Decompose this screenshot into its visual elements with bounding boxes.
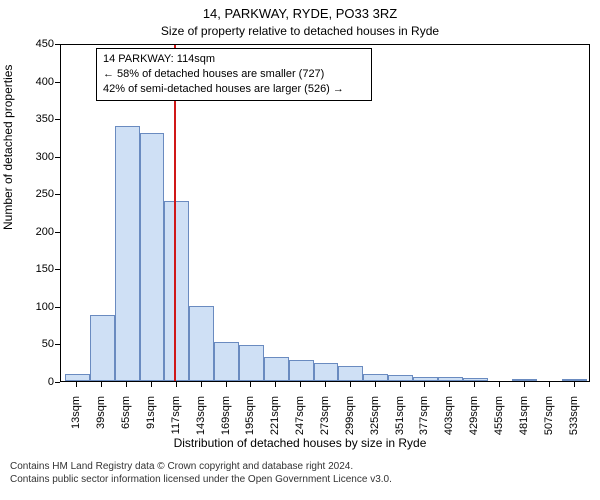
x-tick-mark xyxy=(325,382,326,387)
histogram-bar xyxy=(164,201,189,381)
y-tick-mark xyxy=(55,232,60,233)
y-tick-mark xyxy=(55,157,60,158)
x-tick-label: 247sqm xyxy=(294,396,306,446)
x-tick-label: 65sqm xyxy=(120,396,132,446)
y-tick-mark xyxy=(55,382,60,383)
y-tick-label: 200 xyxy=(26,226,54,238)
x-tick-mark xyxy=(201,382,202,387)
x-tick-mark xyxy=(275,382,276,387)
histogram-bar xyxy=(314,363,339,381)
y-tick-mark xyxy=(55,44,60,45)
x-tick-label: 143sqm xyxy=(195,396,207,446)
histogram-bar xyxy=(289,360,314,381)
y-tick-mark xyxy=(55,119,60,120)
y-tick-label: 300 xyxy=(26,151,54,163)
chart-title: 14, PARKWAY, RYDE, PO33 3RZ xyxy=(0,6,600,21)
histogram-bar xyxy=(512,379,537,381)
y-tick-label: 350 xyxy=(26,113,54,125)
x-tick-mark xyxy=(400,382,401,387)
y-tick-label: 400 xyxy=(26,76,54,88)
x-tick-label: 533sqm xyxy=(568,396,580,446)
y-tick-mark xyxy=(55,269,60,270)
y-tick-label: 450 xyxy=(26,38,54,50)
x-tick-label: 39sqm xyxy=(95,396,107,446)
y-tick-label: 250 xyxy=(26,188,54,200)
histogram-bar xyxy=(363,374,388,382)
x-tick-label: 507sqm xyxy=(543,396,555,446)
x-tick-mark xyxy=(524,382,525,387)
x-tick-label: 117sqm xyxy=(170,396,182,446)
footer-attribution: Contains HM Land Registry data © Crown c… xyxy=(10,460,392,486)
y-tick-mark xyxy=(55,194,60,195)
x-tick-label: 481sqm xyxy=(518,396,530,446)
y-tick-mark xyxy=(55,307,60,308)
x-tick-mark xyxy=(151,382,152,387)
y-tick-label: 50 xyxy=(26,338,54,350)
histogram-bar xyxy=(239,345,264,381)
x-tick-label: 195sqm xyxy=(244,396,256,446)
x-tick-mark xyxy=(449,382,450,387)
x-tick-mark xyxy=(126,382,127,387)
y-axis-label: Number of detached properties xyxy=(1,65,15,230)
x-tick-label: 91sqm xyxy=(145,396,157,446)
x-tick-mark xyxy=(424,382,425,387)
x-tick-label: 273sqm xyxy=(319,396,331,446)
x-tick-mark xyxy=(474,382,475,387)
histogram-bar xyxy=(214,342,239,381)
x-tick-label: 429sqm xyxy=(468,396,480,446)
x-tick-label: 455sqm xyxy=(493,396,505,446)
y-tick-label: 150 xyxy=(26,263,54,275)
histogram-bar xyxy=(65,374,90,382)
histogram-bar xyxy=(140,133,165,381)
x-tick-mark xyxy=(375,382,376,387)
x-tick-mark xyxy=(176,382,177,387)
annotation-line: 14 PARKWAY: 114sqm xyxy=(103,52,365,67)
histogram-bar xyxy=(115,126,140,381)
histogram-bar xyxy=(438,377,463,381)
footer-line-2: Contains public sector information licen… xyxy=(10,473,392,486)
x-tick-mark xyxy=(549,382,550,387)
y-tick-label: 100 xyxy=(26,301,54,313)
x-tick-label: 169sqm xyxy=(220,396,232,446)
x-tick-mark xyxy=(499,382,500,387)
x-tick-label: 377sqm xyxy=(418,396,430,446)
x-tick-mark xyxy=(350,382,351,387)
histogram-bar xyxy=(463,378,488,381)
x-tick-label: 221sqm xyxy=(269,396,281,446)
x-tick-mark xyxy=(226,382,227,387)
histogram-bar xyxy=(388,375,413,381)
annotation-line: 42% of semi-detached houses are larger (… xyxy=(103,82,365,97)
x-tick-label: 299sqm xyxy=(344,396,356,446)
footer-line-1: Contains HM Land Registry data © Crown c… xyxy=(10,460,392,473)
x-tick-mark xyxy=(250,382,251,387)
x-tick-label: 351sqm xyxy=(394,396,406,446)
x-tick-label: 13sqm xyxy=(70,396,82,446)
x-tick-mark xyxy=(101,382,102,387)
histogram-bar xyxy=(413,377,438,382)
y-tick-mark xyxy=(55,344,60,345)
histogram-bar xyxy=(264,357,289,381)
x-tick-label: 325sqm xyxy=(369,396,381,446)
histogram-bar xyxy=(189,306,214,381)
x-tick-mark xyxy=(76,382,77,387)
y-tick-mark xyxy=(55,82,60,83)
x-tick-label: 403sqm xyxy=(443,396,455,446)
histogram-bar xyxy=(90,315,115,381)
histogram-bar xyxy=(562,379,587,381)
x-tick-mark xyxy=(300,382,301,387)
chart-subtitle: Size of property relative to detached ho… xyxy=(0,24,600,38)
annotation-line: ← 58% of detached houses are smaller (72… xyxy=(103,67,365,82)
y-tick-label: 0 xyxy=(26,376,54,388)
annotation-box: 14 PARKWAY: 114sqm← 58% of detached hous… xyxy=(96,48,372,101)
histogram-bar xyxy=(338,366,363,381)
x-tick-mark xyxy=(574,382,575,387)
